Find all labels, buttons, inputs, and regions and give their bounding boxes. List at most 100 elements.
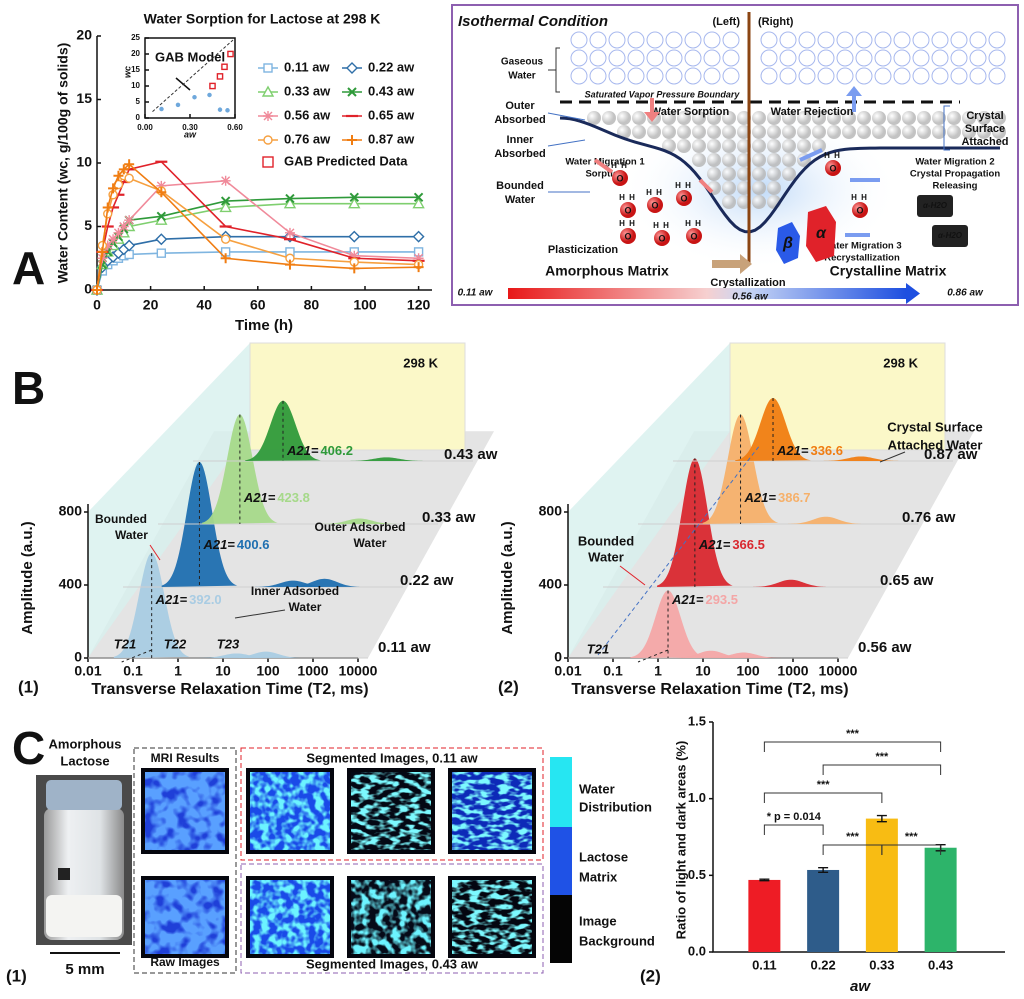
diagram-label: Amorphous Matrix bbox=[545, 263, 669, 279]
vapor-bubble bbox=[836, 67, 854, 85]
vapor-bubble bbox=[646, 31, 664, 49]
matrix-sphere bbox=[887, 125, 901, 139]
matrix-sphere bbox=[617, 111, 631, 125]
guide bbox=[597, 444, 761, 656]
matrix-sphere bbox=[782, 153, 796, 167]
x-axis-label: aw bbox=[850, 978, 871, 995]
matrix-sphere bbox=[752, 167, 766, 181]
x-tick-label: 0.30 bbox=[182, 123, 198, 132]
vapor-bubble bbox=[817, 67, 835, 85]
annotation: Inner Adsorbed bbox=[251, 584, 339, 598]
matrix-sphere bbox=[767, 167, 781, 181]
x-tick-label: 0.01 bbox=[554, 663, 581, 679]
inset-title: GAB Model bbox=[155, 49, 225, 64]
marker bbox=[284, 227, 295, 238]
marker bbox=[124, 159, 135, 170]
diagram-label: Water Migration 3 bbox=[822, 241, 901, 252]
vapor-bubble bbox=[798, 67, 816, 85]
panel-sublabel: (1) bbox=[18, 677, 39, 696]
matrix-sphere bbox=[617, 125, 631, 139]
atom-label: O bbox=[624, 231, 631, 241]
legend-label: 0.65 aw bbox=[368, 107, 415, 122]
vapor-bubble bbox=[855, 67, 873, 85]
diagram-label: 0.56 aw bbox=[732, 292, 769, 303]
panel-label: C bbox=[12, 722, 45, 774]
vapor-bubble bbox=[627, 49, 645, 67]
vapor-bubble bbox=[627, 67, 645, 85]
marker bbox=[97, 253, 108, 264]
marker bbox=[108, 234, 119, 245]
x-tick-label: 0 bbox=[93, 297, 101, 313]
legend-label: 0.87 aw bbox=[368, 131, 415, 146]
legend-label: 0.76 aw bbox=[284, 131, 331, 146]
marker bbox=[118, 221, 129, 232]
marker bbox=[192, 94, 197, 100]
vapor-bubble bbox=[665, 31, 683, 49]
x-tick-label: 0.1 bbox=[123, 663, 143, 679]
significance-label: *** bbox=[817, 779, 831, 791]
x-tick-label: 0.33 bbox=[869, 957, 894, 972]
x-tick-label: 0.01 bbox=[74, 663, 101, 679]
a21-value: 423.8 bbox=[277, 490, 310, 505]
matrix-sphere bbox=[827, 125, 841, 139]
y-tick-label: 0.5 bbox=[688, 867, 706, 882]
a21-prefix: A21= bbox=[744, 490, 777, 505]
panel-label: A bbox=[12, 242, 45, 294]
series-label: 0.22 aw bbox=[400, 572, 454, 589]
series-line bbox=[96, 202, 419, 291]
scale-label: 5 mm bbox=[65, 961, 104, 978]
mri-texture bbox=[145, 880, 225, 954]
diagram-label: Water Migration 2 bbox=[915, 157, 994, 168]
mri-texture bbox=[351, 880, 431, 954]
annotation-arrow bbox=[879, 451, 906, 463]
a21-label: A21= 406.2 bbox=[286, 443, 353, 458]
t-label: T21 bbox=[114, 636, 136, 651]
matrix-sphere bbox=[752, 181, 766, 195]
marker bbox=[348, 230, 361, 243]
panel-sublabel: (2) bbox=[640, 966, 661, 985]
y-axis-label: Amplitude (a.u.) bbox=[499, 521, 516, 634]
vapor-bubble bbox=[722, 49, 740, 67]
y-tick-label: 10 bbox=[76, 154, 92, 170]
x-tick-label: 10 bbox=[695, 663, 711, 679]
vapor-bubble bbox=[684, 49, 702, 67]
vapor-bubble bbox=[779, 67, 797, 85]
diagram-label: α bbox=[816, 225, 827, 242]
matrix-sphere bbox=[932, 125, 946, 139]
matrix-sphere bbox=[977, 125, 991, 139]
significance-bracket bbox=[881, 844, 942, 855]
matrix-sphere bbox=[692, 153, 706, 167]
y-tick-label: 15 bbox=[76, 90, 92, 106]
legend-label: GAB Predicted Data bbox=[284, 153, 408, 168]
vapor-bubble bbox=[836, 31, 854, 49]
matrix-sphere bbox=[992, 125, 1006, 139]
crystallization-arrow bbox=[712, 254, 752, 274]
diagram-title: Isothermal Condition bbox=[458, 13, 608, 30]
marker bbox=[123, 239, 136, 252]
atom-label: H bbox=[621, 161, 627, 170]
a21-label: A21= 423.8 bbox=[243, 490, 310, 505]
diagram-label: α-H2O bbox=[938, 231, 963, 240]
frame bbox=[240, 863, 544, 974]
water-oxygen bbox=[612, 170, 628, 186]
matrix-sphere bbox=[752, 125, 766, 139]
diagram-label: 0.11 aw bbox=[458, 288, 494, 299]
image-caption: Segmented Images, 0.43 aw bbox=[306, 956, 479, 971]
matrix-sphere bbox=[857, 111, 871, 125]
matrix-sphere bbox=[767, 125, 781, 139]
atom-label: O bbox=[680, 193, 687, 203]
matrix-sphere bbox=[722, 139, 736, 153]
atom-label: O bbox=[690, 231, 697, 241]
diagram-label: Crystallization bbox=[710, 277, 785, 289]
diagram-label: Water Migration 1 bbox=[565, 157, 645, 168]
inset-x-label: aw bbox=[184, 129, 197, 139]
marker bbox=[102, 240, 113, 251]
legend-label: Image bbox=[579, 913, 617, 928]
vapor-bubble bbox=[931, 31, 949, 49]
vapor-bubble bbox=[874, 67, 892, 85]
atom-label: H bbox=[656, 188, 662, 197]
matrix-sphere bbox=[752, 139, 766, 153]
matrix-sphere bbox=[797, 125, 811, 139]
legend-marker bbox=[262, 156, 274, 168]
matrix-sphere bbox=[707, 111, 721, 125]
